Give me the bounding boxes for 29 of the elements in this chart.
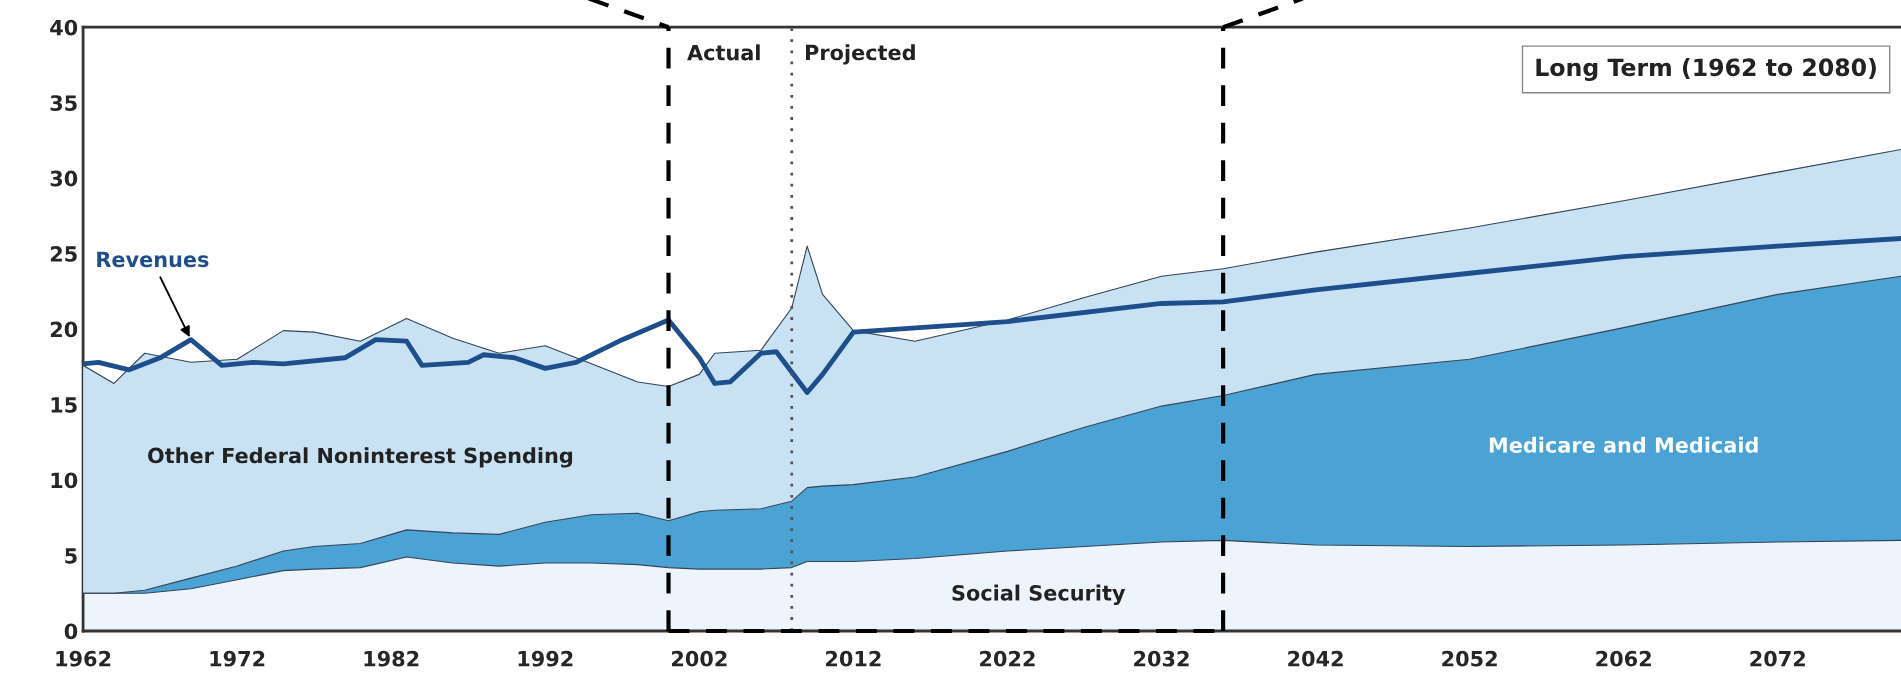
y-tick-label: 5 <box>65 548 77 564</box>
x-tick-label: 2072 <box>1750 650 1805 667</box>
y-tick-label: 25 <box>50 246 77 262</box>
x-tick-label: 2052 <box>1442 650 1497 667</box>
y-tick-label: 35 <box>50 95 77 111</box>
x-tick-label: 1992 <box>518 650 573 667</box>
x-tick-label: 2002 <box>671 650 727 667</box>
series-label: Medicare and Medicaid <box>1489 436 1758 453</box>
x-tick-label: 2012 <box>826 650 881 667</box>
y-tick-label: 20 <box>50 321 78 338</box>
x-tick-label: 2032 <box>1134 650 1189 667</box>
annotation: Actual <box>687 44 760 61</box>
annotation: Long Term (1962 to 2080) <box>1536 57 1876 81</box>
y-tick-label: 15 <box>51 397 77 413</box>
x-tick-label: 1972 <box>210 650 265 667</box>
x-tick-label: 1962 <box>56 650 111 667</box>
y-tick-label: 30 <box>50 170 78 187</box>
x-tick-label: 2062 <box>1596 650 1651 667</box>
y-tick-label: 10 <box>51 472 78 489</box>
series-label: Social Security <box>952 584 1126 605</box>
line-series <box>83 236 1901 395</box>
series-label: Other Federal Noninterest Spending <box>148 447 573 468</box>
annotation: Projected <box>806 44 915 65</box>
y-tick-label: 40 <box>50 19 78 36</box>
x-tick-label: 1982 <box>364 650 419 667</box>
y-tick-label: 0 <box>64 623 78 640</box>
text: Revenues <box>97 251 209 268</box>
x-tick-label: 2042 <box>1288 650 1343 667</box>
x-tick-label: 2022 <box>980 650 1035 667</box>
